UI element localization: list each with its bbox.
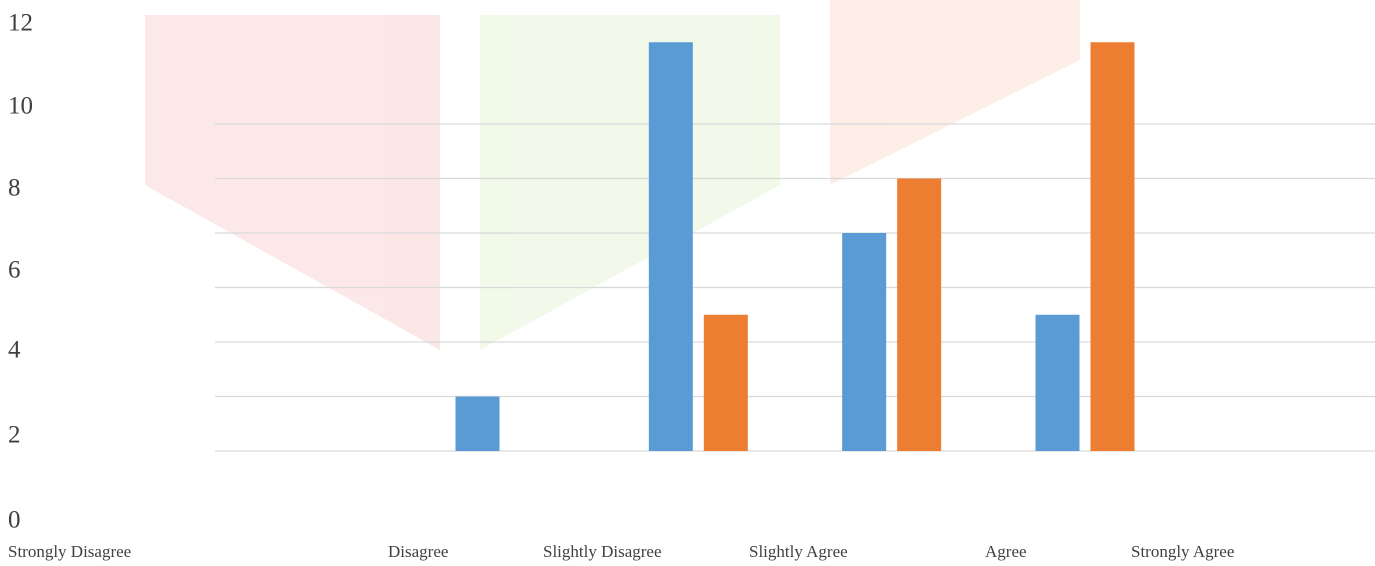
- x-tick-label: Agree: [985, 542, 1027, 561]
- y-tick-label: 2: [8, 422, 21, 449]
- bar: [842, 233, 887, 451]
- bar: [897, 178, 942, 451]
- bar: [648, 42, 693, 451]
- bar: [1090, 42, 1135, 451]
- y-tick-label: 10: [8, 93, 33, 120]
- bar: [1035, 314, 1080, 451]
- x-tick-label: Strongly Agree: [1131, 542, 1234, 561]
- y-tick-label: 6: [8, 257, 21, 284]
- watermark: [145, 0, 1080, 350]
- y-tick-label: 12: [8, 10, 33, 37]
- x-tick-label: Slightly Agree: [749, 542, 848, 561]
- y-tick-label: 8: [8, 175, 21, 202]
- x-tick-label: Strongly Disagree: [8, 542, 131, 561]
- y-tick-label: 0: [8, 507, 21, 534]
- x-tick-label: Slightly Disagree: [543, 542, 662, 561]
- y-tick-label: 4: [8, 337, 21, 364]
- bar: [703, 314, 748, 451]
- bar: [455, 396, 500, 451]
- x-tick-label: Disagree: [388, 542, 448, 561]
